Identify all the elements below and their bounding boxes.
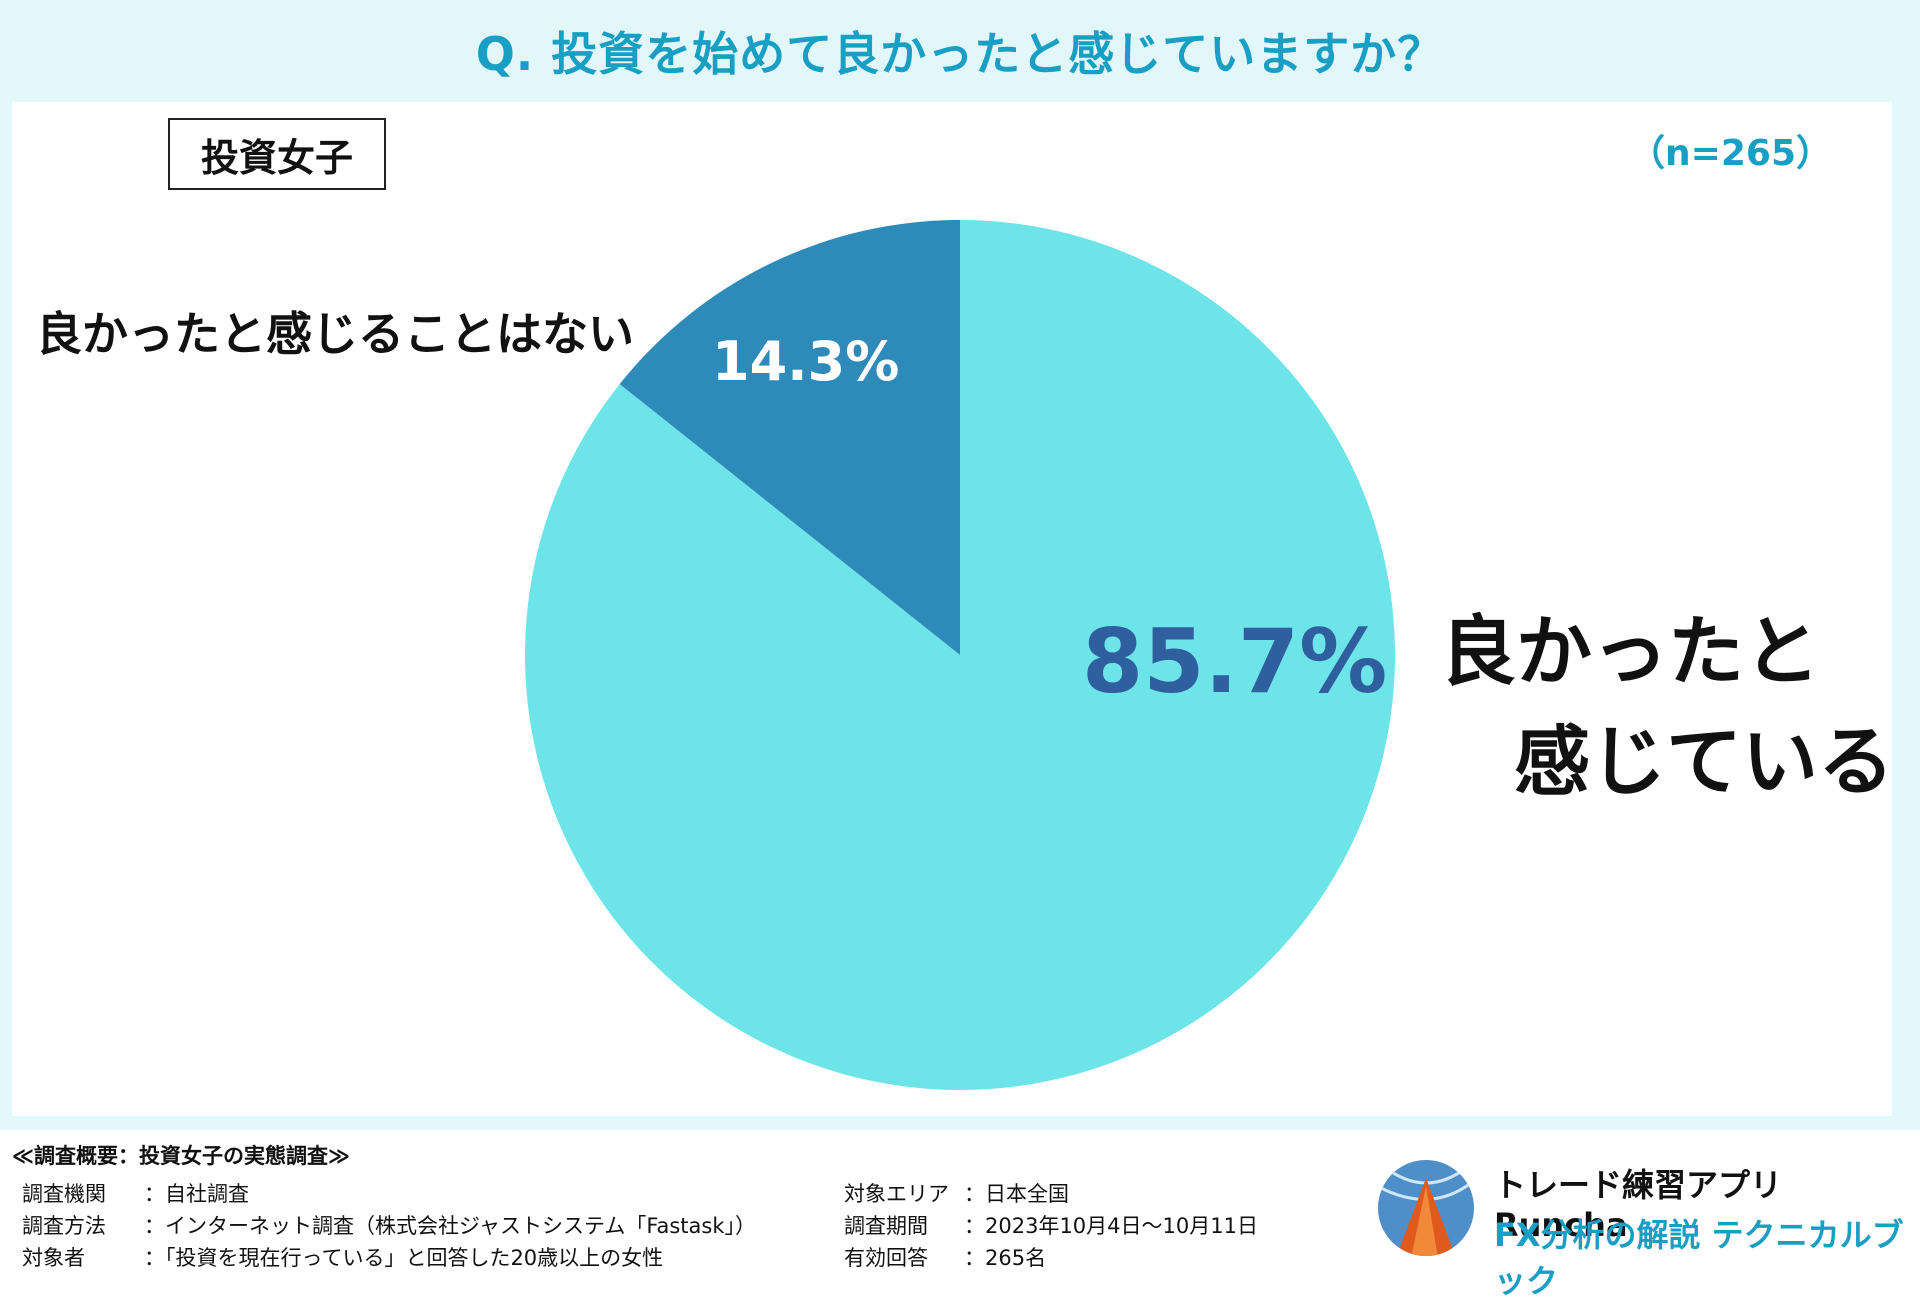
category-label-no: 良かったと感じることはない [36,307,634,361]
survey-key: 対象者 [22,1246,85,1270]
question-title: Q. 投資を始めて良かったと感じていますか？ [475,27,1445,81]
survey-key: 有効回答 [844,1246,928,1270]
survey-value: ：「投資を現在行っている」と回答した20歳以上の女性 [144,1246,664,1270]
brand-app-name: トレード練習アプリ Runcha [1494,1166,1783,1244]
pie-slice-no [619,219,960,655]
sample-size-label: （n=265） [1629,133,1832,174]
survey-row-period: 調査期間 ：2023年10月4日～10月11日 [844,1210,1258,1240]
survey-key: 調査機関 [22,1182,106,1206]
data-label-yes: 85.7% [1082,610,1388,713]
respondent-group-label: 投資女子 [168,118,386,190]
survey-value: ：日本全国 [964,1182,1069,1206]
category-label-yes-line1: 良かったと [1440,607,1820,696]
runcha-logo-icon [1378,1160,1474,1256]
survey-row-target: 対象者 ：「投資を現在行っている」と回答した20歳以上の女性 [22,1242,663,1272]
data-label-no: 14.3% [712,330,900,393]
survey-value: ：インターネット調査（株式会社ジャストシステム「Fastask」） [144,1214,756,1238]
survey-value: ：265名 [964,1246,1047,1270]
survey-summary-title: ≪調査概要：投資女子の実態調査≫ [12,1144,350,1168]
survey-row-agency: 調査機関 ：自社調査 [22,1178,249,1208]
survey-row-responses: 有効回答 ：265名 [844,1242,1046,1272]
brand-subtitle: FX分析の解説 テクニカルブック [1494,1216,1904,1300]
category-label-yes-line2: 感じている [1514,717,1894,806]
survey-key: 調査期間 [844,1214,928,1238]
survey-key: 対象エリア [844,1182,949,1206]
survey-row-area: 対象エリア ：日本全国 [844,1178,1069,1208]
survey-value: ：自社調査 [144,1182,249,1206]
survey-row-method: 調査方法 ：インターネット調査（株式会社ジャストシステム「Fastask」） [22,1210,756,1240]
pie-chart [525,219,1395,1090]
survey-value: ：2023年10月4日～10月11日 [964,1214,1258,1238]
survey-key: 調査方法 [22,1214,106,1238]
